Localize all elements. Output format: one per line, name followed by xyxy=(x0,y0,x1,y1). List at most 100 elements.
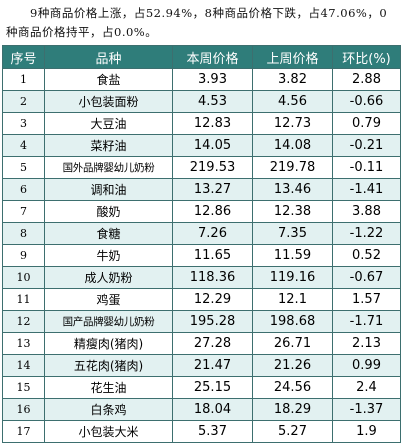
row-this-week-price: 219.53 xyxy=(172,156,253,179)
table-row: 11 鸡蛋 12.29 12.1 1.57 xyxy=(2,288,401,311)
row-this-week-price: 11.65 xyxy=(172,244,253,267)
row-change-percent: 0.99 xyxy=(332,354,401,377)
row-change-percent: 3.88 xyxy=(332,200,401,223)
row-change-percent: 2.88 xyxy=(332,68,401,91)
row-this-week-price: 118.36 xyxy=(172,266,253,289)
row-this-week-price: 5.37 xyxy=(172,420,253,443)
row-last-week-price: 24.56 xyxy=(252,376,333,399)
summary-paragraph: 9种商品价格上涨，占52.94%，8种商品价格下跌，占47.06%，0种商品价格… xyxy=(6,6,388,39)
table-row: 17 小包装大米 5.37 5.27 1.9 xyxy=(2,420,401,443)
row-index: 9 xyxy=(2,244,45,267)
row-last-week-price: 12.73 xyxy=(252,112,333,135)
row-index: 5 xyxy=(2,156,45,179)
row-change-percent: -0.21 xyxy=(332,134,401,157)
row-item-name: 调和油 xyxy=(44,178,173,201)
row-last-week-price: 3.82 xyxy=(252,68,333,91)
row-change-percent: 2.13 xyxy=(332,332,401,355)
row-this-week-price: 25.15 xyxy=(172,376,253,399)
table-row: 1 食盐 3.93 3.82 2.88 xyxy=(2,68,401,91)
table-header: 序号 品种 本周价格 上周价格 环比(%) xyxy=(2,45,401,69)
row-change-percent: -1.41 xyxy=(332,178,401,201)
row-this-week-price: 18.04 xyxy=(172,398,253,421)
row-item-name: 国外品牌婴幼儿奶粉 xyxy=(44,156,173,179)
table-row: 15 花生油 25.15 24.56 2.4 xyxy=(2,376,401,399)
row-last-week-price: 14.08 xyxy=(252,134,333,157)
row-this-week-price: 12.83 xyxy=(172,112,253,135)
header-this-week-price: 本周价格 xyxy=(172,45,253,69)
header-change-percent: 环比(%) xyxy=(332,45,401,69)
row-item-name: 小包装面粉 xyxy=(44,90,173,113)
row-item-name: 精瘦肉(猪肉) xyxy=(44,332,173,355)
row-item-name: 菜籽油 xyxy=(44,134,173,157)
row-item-name: 鸡蛋 xyxy=(44,288,173,311)
table-row: 12 国产品牌婴幼儿奶粉 195.28 198.68 -1.71 xyxy=(2,310,401,333)
table-row: 4 菜籽油 14.05 14.08 -0.21 xyxy=(2,134,401,157)
row-this-week-price: 7.26 xyxy=(172,222,253,245)
table-body: 1 食盐 3.93 3.82 2.88 2 小包装面粉 4.53 4.56 -0… xyxy=(2,68,401,443)
row-change-percent: -0.11 xyxy=(332,156,401,179)
table-row: 13 精瘦肉(猪肉) 27.28 26.71 2.13 xyxy=(2,332,401,355)
row-this-week-price: 13.27 xyxy=(172,178,253,201)
row-last-week-price: 21.26 xyxy=(252,354,333,377)
table-row: 16 白条鸡 18.04 18.29 -1.37 xyxy=(2,398,401,421)
row-index: 8 xyxy=(2,222,45,245)
row-index: 13 xyxy=(2,332,45,355)
row-this-week-price: 27.28 xyxy=(172,332,253,355)
row-this-week-price: 12.29 xyxy=(172,288,253,311)
row-index: 2 xyxy=(2,90,45,113)
row-item-name: 食糖 xyxy=(44,222,173,245)
row-item-name: 成人奶粉 xyxy=(44,266,173,289)
row-change-percent: 1.57 xyxy=(332,288,401,311)
row-last-week-price: 5.27 xyxy=(252,420,333,443)
row-this-week-price: 14.05 xyxy=(172,134,253,157)
row-item-name: 白条鸡 xyxy=(44,398,173,421)
table-row: 9 牛奶 11.65 11.59 0.52 xyxy=(2,244,401,267)
header-index: 序号 xyxy=(2,45,45,69)
row-last-week-price: 4.56 xyxy=(252,90,333,113)
row-last-week-price: 11.59 xyxy=(252,244,333,267)
table-row: 3 大豆油 12.83 12.73 0.79 xyxy=(2,112,401,135)
row-index: 4 xyxy=(2,134,45,157)
row-change-percent: 1.9 xyxy=(332,420,401,443)
table-row: 10 成人奶粉 118.36 119.16 -0.67 xyxy=(2,266,401,289)
table-row: 2 小包装面粉 4.53 4.56 -0.66 xyxy=(2,90,401,113)
price-table: 序号 品种 本周价格 上周价格 环比(%) 1 食盐 3.93 3.82 2.8… xyxy=(2,45,401,443)
row-index: 14 xyxy=(2,354,45,377)
row-item-name: 花生油 xyxy=(44,376,173,399)
row-this-week-price: 21.47 xyxy=(172,354,253,377)
table-row: 5 国外品牌婴幼儿奶粉 219.53 219.78 -0.11 xyxy=(2,156,401,179)
row-this-week-price: 12.86 xyxy=(172,200,253,223)
row-index: 16 xyxy=(2,398,45,421)
row-last-week-price: 119.16 xyxy=(252,266,333,289)
row-this-week-price: 195.28 xyxy=(172,310,253,333)
table-row: 7 酸奶 12.86 12.38 3.88 xyxy=(2,200,401,223)
row-item-name: 大豆油 xyxy=(44,112,173,135)
row-item-name: 国产品牌婴幼儿奶粉 xyxy=(44,310,173,333)
row-change-percent: -1.71 xyxy=(332,310,401,333)
row-last-week-price: 18.29 xyxy=(252,398,333,421)
row-last-week-price: 198.68 xyxy=(252,310,333,333)
row-index: 1 xyxy=(2,68,45,91)
row-last-week-price: 7.35 xyxy=(252,222,333,245)
header-row: 序号 品种 本周价格 上周价格 环比(%) xyxy=(2,45,401,69)
row-change-percent: 0.52 xyxy=(332,244,401,267)
row-index: 15 xyxy=(2,376,45,399)
row-item-name: 小包装大米 xyxy=(44,420,173,443)
row-item-name: 牛奶 xyxy=(44,244,173,267)
row-last-week-price: 26.71 xyxy=(252,332,333,355)
table-row: 6 调和油 13.27 13.46 -1.41 xyxy=(2,178,401,201)
row-last-week-price: 12.38 xyxy=(252,200,333,223)
header-item: 品种 xyxy=(44,45,173,69)
row-index: 10 xyxy=(2,266,45,289)
row-change-percent: 2.4 xyxy=(332,376,401,399)
row-index: 12 xyxy=(2,310,45,333)
row-last-week-price: 219.78 xyxy=(252,156,333,179)
row-change-percent: -1.22 xyxy=(332,222,401,245)
table-row: 14 五花肉(猪肉) 21.47 21.26 0.99 xyxy=(2,354,401,377)
row-change-percent: -0.67 xyxy=(332,266,401,289)
row-item-name: 酸奶 xyxy=(44,200,173,223)
row-last-week-price: 13.46 xyxy=(252,178,333,201)
row-index: 11 xyxy=(2,288,45,311)
header-last-week-price: 上周价格 xyxy=(252,45,333,69)
row-change-percent: -0.66 xyxy=(332,90,401,113)
